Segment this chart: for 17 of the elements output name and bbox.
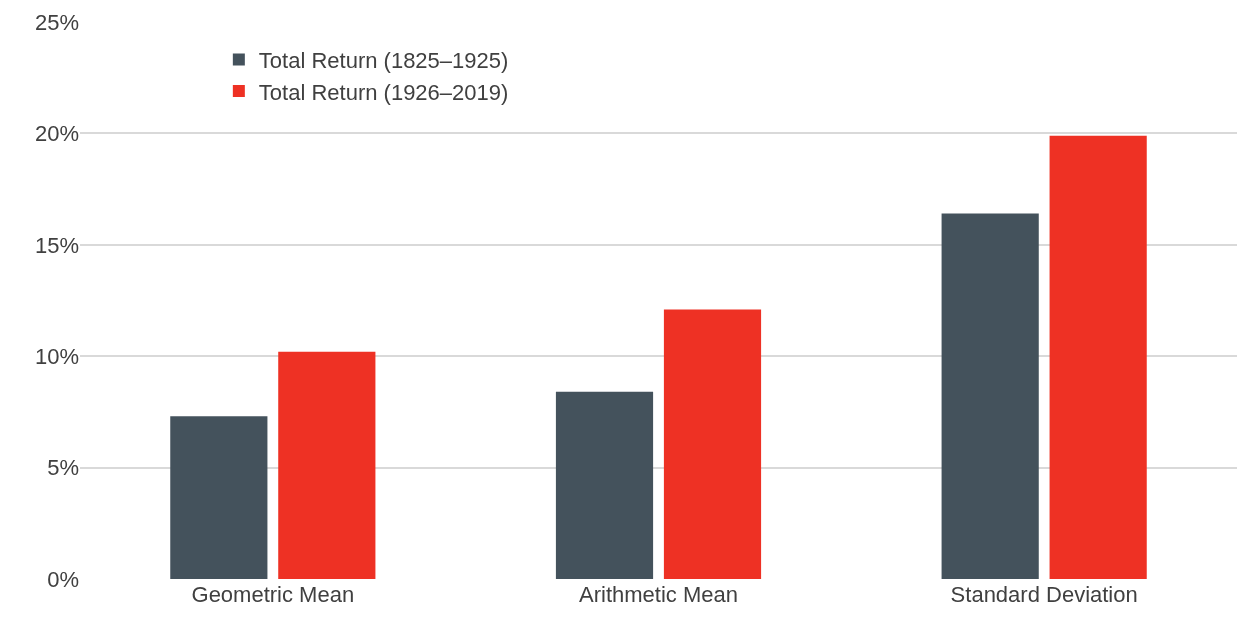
bar (278, 351, 376, 579)
y-tick-label: 20% (34, 121, 79, 147)
x-tick-label: Arithmetic Mean (579, 582, 738, 607)
legend-label: Total Return (1926–2019) (258, 79, 509, 105)
bar (941, 213, 1039, 579)
bar (170, 416, 268, 579)
y-tick-label: 15% (34, 232, 79, 258)
legend-label: Total Return (1825–1925) (258, 48, 509, 74)
x-tick-label: Standard Deviation (950, 582, 1138, 607)
bar (555, 391, 654, 579)
y-tick-label: 0% (47, 566, 79, 592)
bar (663, 309, 762, 579)
x-tick-label: Geometric Mean (191, 582, 355, 607)
bar (1049, 135, 1147, 579)
y-tick-label: 10% (34, 343, 79, 369)
y-tick-label: 25% (34, 9, 79, 35)
y-tick-label: 5% (47, 455, 79, 481)
